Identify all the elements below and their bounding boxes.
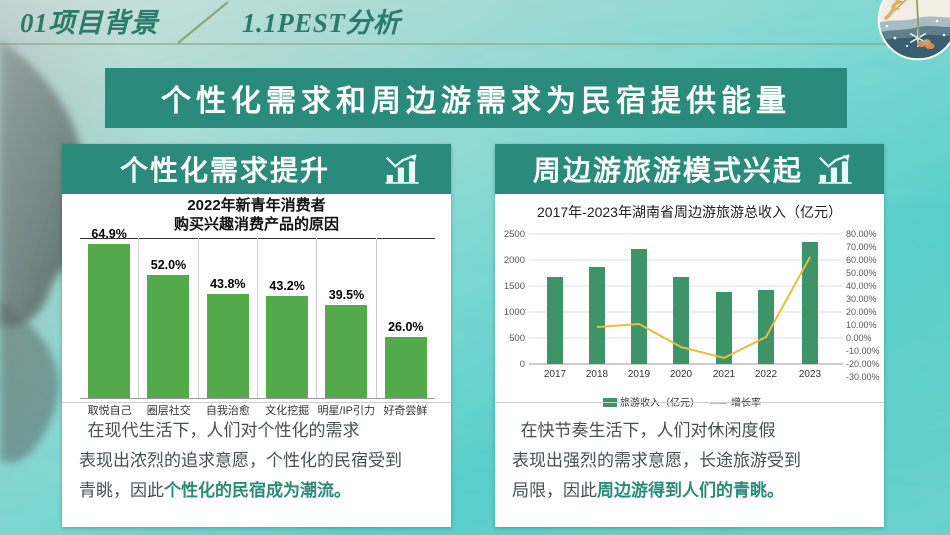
svg-text:0.00%: 0.00% [846, 333, 872, 343]
svg-text:2020: 2020 [670, 369, 693, 380]
svg-text:60.00%: 60.00% [846, 255, 877, 265]
svg-text:80.00%: 80.00% [846, 229, 877, 239]
svg-text:1500: 1500 [504, 281, 525, 292]
svg-text:2019: 2019 [628, 369, 651, 380]
svg-text:2018: 2018 [586, 369, 609, 380]
svg-text:20.00%: 20.00% [846, 307, 877, 317]
svg-text:70.00%: 70.00% [846, 242, 877, 252]
svg-text:30.00%: 30.00% [846, 294, 877, 304]
svg-text:2000: 2000 [504, 255, 525, 266]
svg-text:-30.00%: -30.00% [846, 372, 880, 382]
svg-text:0: 0 [520, 359, 525, 370]
svg-text:2022: 2022 [755, 369, 778, 380]
svg-text:2500: 2500 [504, 229, 525, 240]
svg-text:2023: 2023 [799, 369, 822, 380]
svg-text:40.00%: 40.00% [846, 281, 877, 291]
svg-text:1000: 1000 [504, 307, 525, 318]
svg-text:-20.00%: -20.00% [846, 359, 880, 369]
svg-text:10.00%: 10.00% [846, 320, 877, 330]
svg-text:500: 500 [509, 333, 525, 344]
svg-text:2017: 2017 [544, 369, 567, 380]
svg-text:50.00%: 50.00% [846, 268, 877, 278]
svg-text:2021: 2021 [713, 369, 736, 380]
svg-text:-10.00%: -10.00% [846, 346, 880, 356]
